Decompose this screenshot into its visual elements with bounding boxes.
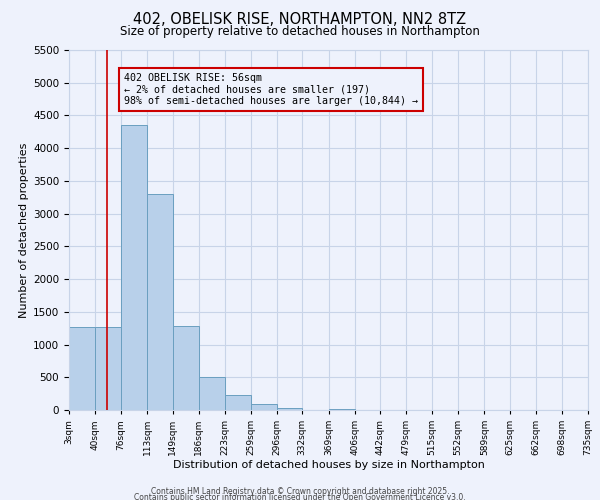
Bar <box>173 326 199 410</box>
Text: Contains public sector information licensed under the Open Government Licence v3: Contains public sector information licen… <box>134 492 466 500</box>
Text: Contains HM Land Registry data © Crown copyright and database right 2025.: Contains HM Land Registry data © Crown c… <box>151 486 449 496</box>
Bar <box>329 408 355 410</box>
Bar <box>121 126 147 410</box>
Y-axis label: Number of detached properties: Number of detached properties <box>19 142 29 318</box>
Bar <box>147 194 173 410</box>
Text: 402, OBELISK RISE, NORTHAMPTON, NN2 8TZ: 402, OBELISK RISE, NORTHAMPTON, NN2 8TZ <box>133 12 467 28</box>
Text: 402 OBELISK RISE: 56sqm
← 2% of detached houses are smaller (197)
98% of semi-de: 402 OBELISK RISE: 56sqm ← 2% of detached… <box>124 73 418 106</box>
Bar <box>225 395 251 410</box>
X-axis label: Distribution of detached houses by size in Northampton: Distribution of detached houses by size … <box>173 460 484 469</box>
Bar <box>251 404 277 410</box>
Bar <box>199 378 225 410</box>
Bar <box>95 327 121 410</box>
Text: Size of property relative to detached houses in Northampton: Size of property relative to detached ho… <box>120 25 480 38</box>
Bar <box>277 408 302 410</box>
Bar <box>69 327 95 410</box>
